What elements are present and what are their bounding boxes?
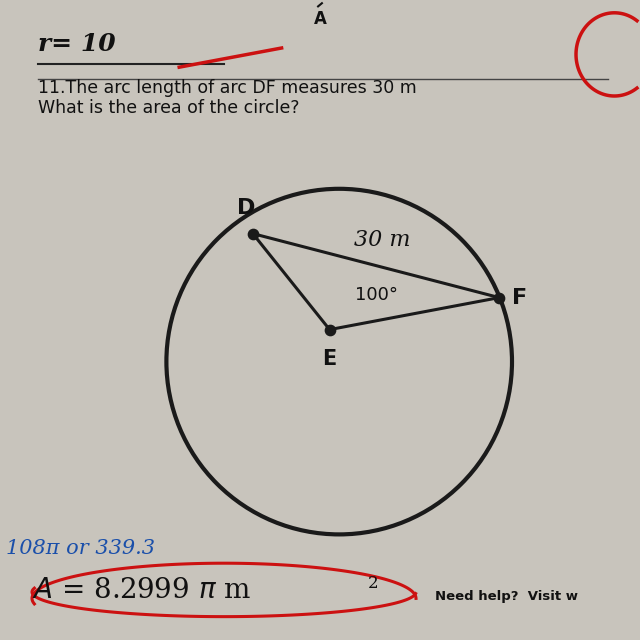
Point [494, 292, 504, 303]
Text: 30 m: 30 m [354, 229, 411, 251]
Text: $\mathit{A}$ = 8.2999 $\pi$ m: $\mathit{A}$ = 8.2999 $\pi$ m [32, 577, 251, 604]
Text: A: A [314, 10, 326, 28]
Point [324, 324, 335, 335]
Text: 11.The arc length of arc DF measures 30 m: 11.The arc length of arc DF measures 30 … [38, 79, 417, 97]
Point [248, 228, 258, 239]
Text: Need help?  Visit w: Need help? Visit w [435, 590, 578, 604]
Text: r= 10: r= 10 [38, 32, 116, 56]
Text: F: F [512, 287, 527, 308]
Text: D: D [237, 198, 255, 218]
Text: 100°: 100° [355, 286, 398, 304]
Text: What is the area of the circle?: What is the area of the circle? [38, 99, 300, 117]
Text: E: E [323, 349, 337, 369]
Text: 2: 2 [368, 575, 379, 591]
Text: 108π or 339.3: 108π or 339.3 [6, 539, 156, 557]
